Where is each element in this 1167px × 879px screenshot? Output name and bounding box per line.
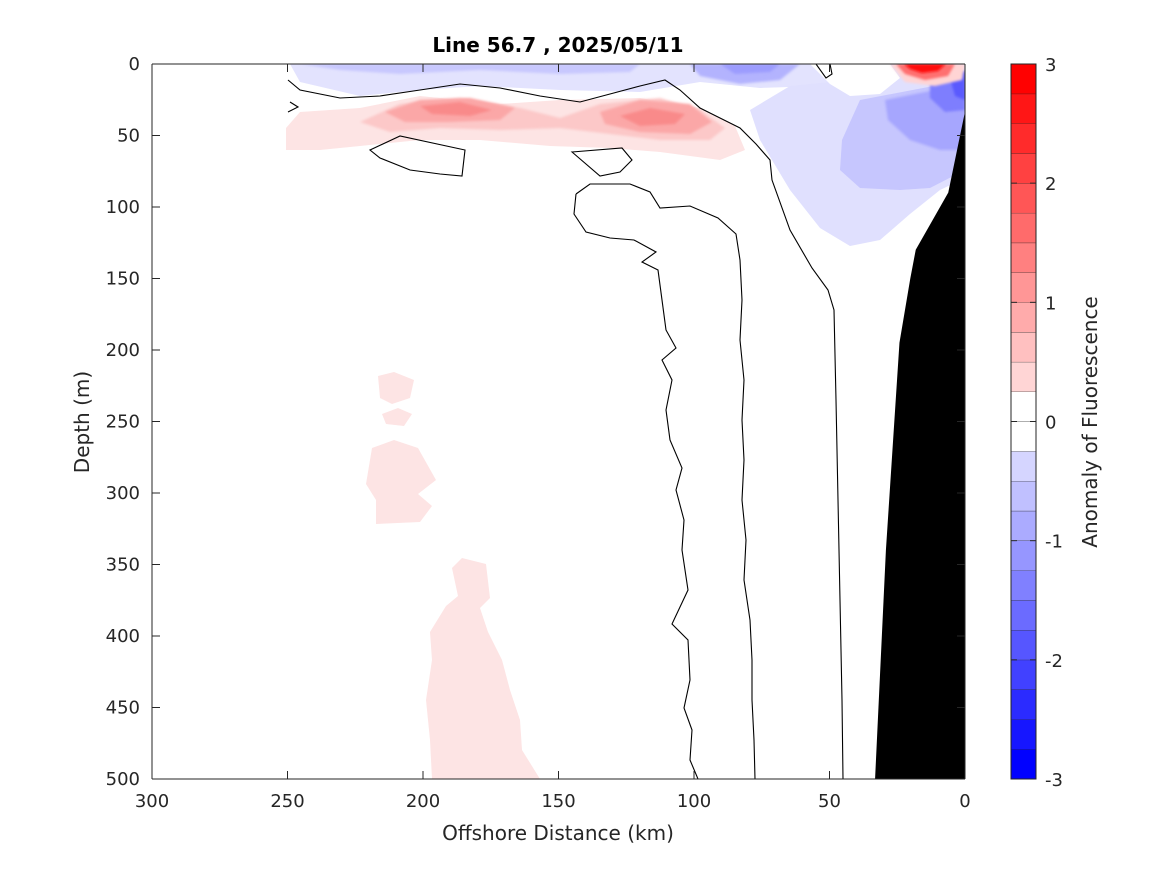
zero-contour-line xyxy=(570,147,633,177)
colorbar-tick-label: -1 xyxy=(1045,532,1063,553)
colorbar-level xyxy=(1011,153,1036,184)
colorbar-level xyxy=(1011,451,1036,482)
colorbar: 3 2 1 0 -1 -2 -3 xyxy=(1010,55,1063,791)
colorbar-level xyxy=(1011,540,1036,571)
colorbar-tick-label: -2 xyxy=(1045,651,1063,672)
deep-positive-patch xyxy=(366,440,436,524)
y-tick-label: 350 xyxy=(106,555,140,576)
x-tick-label: 0 xyxy=(959,791,970,812)
nearshore-neutral-gap xyxy=(810,64,900,96)
colorbar-level xyxy=(1011,183,1036,213)
subsurface-positive-core xyxy=(620,108,685,126)
colorbar-level xyxy=(1011,719,1036,750)
zero-contour-line xyxy=(368,135,466,177)
y-tick-label: 0 xyxy=(129,54,140,75)
colorbar-tick-label: -3 xyxy=(1045,770,1063,791)
colorbar-tick-label: 1 xyxy=(1045,293,1056,314)
x-tick-label: 150 xyxy=(541,791,575,812)
colorbar-tick-label: 0 xyxy=(1045,413,1056,434)
deep-positive-patch xyxy=(378,372,414,404)
y-axis: 0 50 100 150 200 250 300 350 400 450 500 xyxy=(106,54,965,790)
x-tick-label: 250 xyxy=(270,791,304,812)
nearshore-surface-maximum xyxy=(904,64,946,73)
colorbar-tick-label: 2 xyxy=(1045,174,1056,195)
plot-area xyxy=(152,64,965,779)
x-axis: 300 250 200 150 100 50 0 xyxy=(135,64,971,812)
y-tick-label: 250 xyxy=(106,412,140,433)
colorbar-tick-label: 3 xyxy=(1045,55,1056,76)
anomaly-fill-layer xyxy=(286,64,965,779)
colorbar-level xyxy=(1011,391,1036,422)
colorbar-level xyxy=(1011,361,1036,392)
zero-contour-layer xyxy=(287,64,844,779)
zero-contour-line xyxy=(287,79,844,779)
colorbar-level xyxy=(1011,123,1036,154)
colorbar-level xyxy=(1011,332,1036,362)
deep-positive-patch xyxy=(426,558,540,779)
x-axis-label: Offshore Distance (km) xyxy=(442,821,674,845)
zero-contour-line xyxy=(287,101,300,113)
y-tick-label: 300 xyxy=(106,483,140,504)
subsurface-positive-core xyxy=(420,102,492,116)
colorbar-level xyxy=(1011,93,1036,124)
colorbar-level xyxy=(1011,570,1036,601)
x-tick-label: 100 xyxy=(677,791,711,812)
y-tick-label: 100 xyxy=(106,197,140,218)
colorbar-level xyxy=(1011,302,1036,333)
y-tick-label: 500 xyxy=(106,769,140,790)
zero-contour-line xyxy=(573,193,699,779)
colorbar-level xyxy=(1011,689,1036,720)
colorbar-level xyxy=(1011,421,1036,452)
x-tick-label: 200 xyxy=(406,791,440,812)
colorbar-level xyxy=(1011,659,1036,690)
x-tick-label: 50 xyxy=(818,791,841,812)
deep-positive-patch xyxy=(382,408,412,426)
colorbar-label: Anomaly of Fluorescence xyxy=(1078,296,1102,547)
surface-negative-core xyxy=(720,64,780,74)
colorbar-level xyxy=(1011,481,1036,511)
y-tick-label: 50 xyxy=(117,126,140,147)
y-tick-label: 200 xyxy=(106,340,140,361)
colorbar-level xyxy=(1011,64,1036,94)
y-axis-label: Depth (m) xyxy=(70,371,94,473)
colorbar-level xyxy=(1011,749,1036,779)
y-tick-label: 450 xyxy=(106,698,140,719)
surface-negative-core xyxy=(300,64,640,74)
colorbar-level xyxy=(1011,212,1036,243)
seafloor-bathymetry xyxy=(875,113,965,779)
y-tick-label: 150 xyxy=(106,269,140,290)
zero-contour-line xyxy=(815,64,833,79)
zero-contour-line xyxy=(575,183,756,779)
colorbar-level xyxy=(1011,272,1036,303)
colorbar-level xyxy=(1011,242,1036,273)
colorbar-level xyxy=(1011,510,1036,541)
x-tick-label: 300 xyxy=(135,791,169,812)
colorbar-level xyxy=(1011,600,1036,631)
chart-title: Line 56.7 , 2025/05/11 xyxy=(432,33,683,57)
surface-negative-band xyxy=(290,64,965,96)
colorbar-level xyxy=(1011,630,1036,660)
y-tick-label: 400 xyxy=(106,626,140,647)
